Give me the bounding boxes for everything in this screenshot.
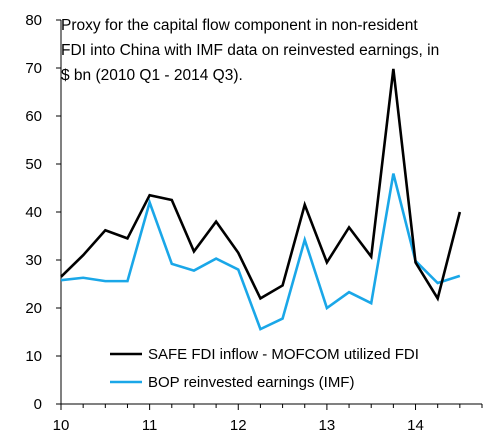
x-tick-label: 13: [319, 417, 336, 434]
y-tick-label: 80: [25, 12, 42, 29]
chart-title-line: $ bn (2010 Q1 - 2014 Q3).: [61, 67, 243, 84]
y-tick-label: 0: [34, 396, 42, 413]
chart-title-line: FDI into China with IMF data on reinvest…: [61, 42, 439, 59]
y-tick-label: 20: [25, 300, 42, 317]
x-tick-label: 10: [53, 417, 70, 434]
series-layer: [60, 68, 462, 331]
y-tick-label: 60: [25, 108, 42, 125]
y-tick-label: 70: [25, 60, 42, 77]
axes: 0 10 20 30 40 50 60 70 80 10 11 12 13 14: [25, 12, 483, 434]
y-tick-label: 10: [25, 348, 42, 365]
legend-item-bop-reinvested-label: BOP reinvested earnings (IMF): [148, 374, 354, 391]
series-line-safe-fdi: [60, 68, 462, 302]
legend-item-safe-fdi-label: SAFE FDI inflow - MOFCOM utilized FDI: [148, 346, 419, 363]
y-tick-label: 50: [25, 156, 42, 173]
series-line-bop-reinvested: [60, 173, 461, 331]
chart-title: Proxy for the capital flow component in …: [61, 17, 439, 84]
legend: SAFE FDI inflow - MOFCOM utilized FDI BOP…: [110, 346, 419, 391]
x-tick-label: 12: [230, 417, 247, 434]
y-tick-label: 30: [25, 252, 42, 269]
x-tick-label: 14: [407, 417, 424, 434]
y-tick-label: 40: [25, 204, 42, 221]
x-tick-label: 11: [142, 417, 158, 434]
chart-title-line: Proxy for the capital flow component in …: [61, 17, 418, 34]
